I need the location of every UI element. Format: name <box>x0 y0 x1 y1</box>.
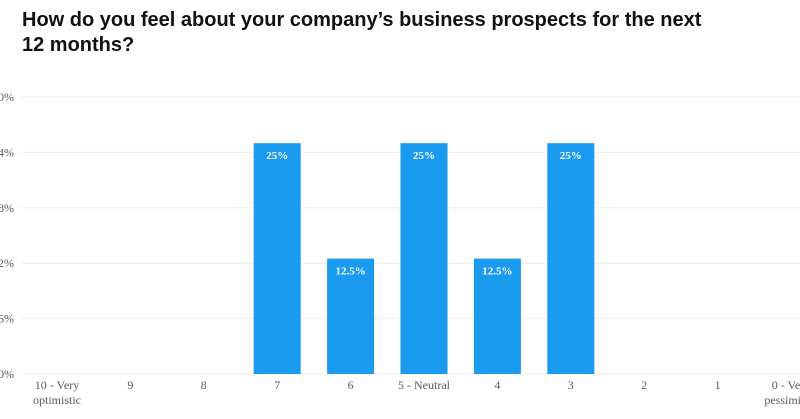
chart-title: How do you feel about your company’s bus… <box>22 9 702 56</box>
bars <box>253 143 595 374</box>
data-label: 12.5% <box>482 266 512 278</box>
data-label: 25% <box>560 150 582 162</box>
x-tick-label: 0 - Verypessimistic <box>764 378 800 407</box>
y-tick-label: 30% <box>0 90 14 104</box>
x-tick-label: 5 - Neutral <box>398 378 451 392</box>
x-tick-label: 7 <box>274 378 280 392</box>
y-axis-ticks: 0% 6% 12% 18% 24% 30% <box>0 90 14 381</box>
data-label: 25% <box>266 150 288 162</box>
y-tick-label: 18% <box>0 201 14 215</box>
x-tick-label: 9 <box>127 378 133 392</box>
x-tick-label: 6 <box>348 378 354 392</box>
x-tick-label: 1 <box>715 378 721 392</box>
bar <box>547 143 595 374</box>
x-tick-label: 10 - Very optimistic <box>33 378 81 407</box>
y-tick-label: 12% <box>0 256 14 270</box>
data-label: 25% <box>413 150 435 162</box>
y-tick-label: 6% <box>0 312 14 326</box>
bar <box>253 143 301 374</box>
x-tick-label: 3 <box>568 378 574 392</box>
bar <box>400 143 448 374</box>
bar <box>473 258 521 374</box>
x-axis-ticks: 10 - Very optimistic 9 8 7 6 5 - Neutral 4 3 2 1 0 … <box>33 378 800 407</box>
x-tick-label: 2 <box>641 378 647 392</box>
y-tick-label: 24% <box>0 145 14 159</box>
data-label: 12.5% <box>335 266 365 278</box>
data-labels: 25% 12.5% 25% 12.5% 25% <box>266 150 582 277</box>
x-tick-label: 8 <box>201 378 207 392</box>
y-tick-label: 0% <box>0 367 14 381</box>
bar <box>327 258 375 374</box>
x-tick-label: 4 <box>494 378 500 392</box>
